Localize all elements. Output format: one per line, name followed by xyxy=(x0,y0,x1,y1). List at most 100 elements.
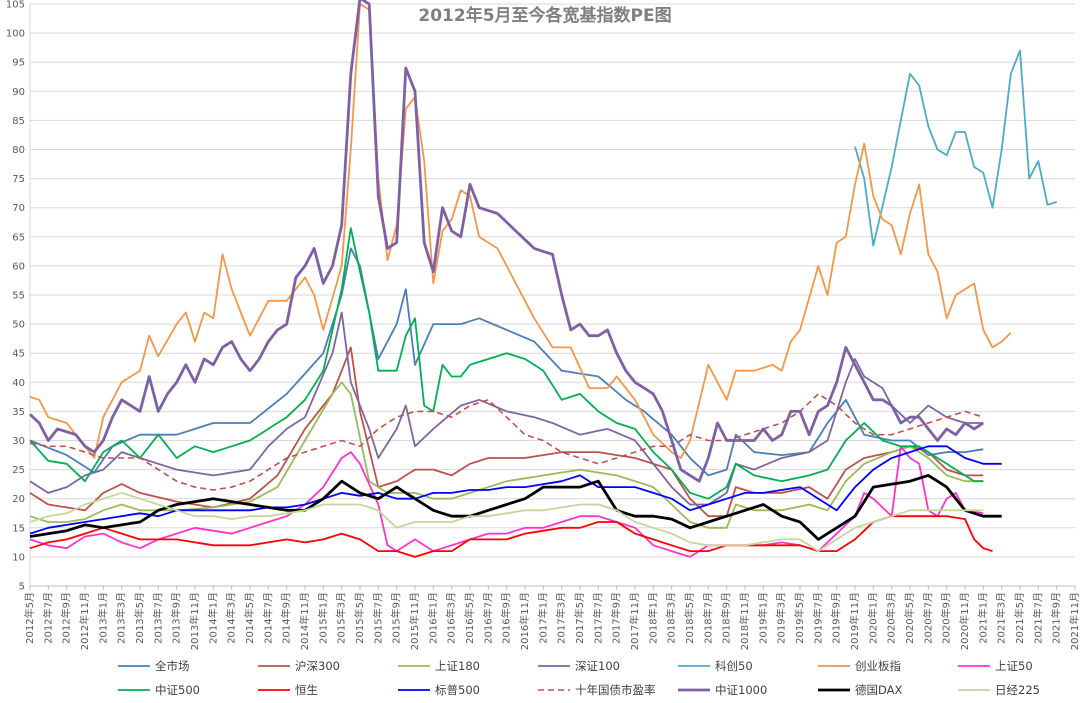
series-line-日经225 xyxy=(29,492,984,552)
x-tick-label: 2012年5月 xyxy=(23,592,36,644)
x-tick-label: 2014年3月 xyxy=(225,592,238,644)
legend-label: 上证50 xyxy=(995,659,1033,673)
y-tick-label: 35 xyxy=(12,407,25,418)
legend-label: 上证180 xyxy=(435,659,480,673)
y-tick-label: 95 xyxy=(12,58,25,69)
x-tick-label: 2019年9月 xyxy=(830,592,843,644)
x-tick-label: 2013年11月 xyxy=(188,592,201,650)
legend-item: 中证1000 xyxy=(678,683,767,697)
x-tick-label: 2015年5月 xyxy=(353,592,366,644)
series-line-中证1000 xyxy=(29,0,985,483)
x-tick-label: 2017年11月 xyxy=(628,592,641,650)
x-tick-label: 2018年11月 xyxy=(738,592,751,650)
x-tick-label: 2014年11月 xyxy=(298,592,311,650)
y-tick-label: 85 xyxy=(12,116,25,127)
y-tick-label: 40 xyxy=(12,378,25,389)
y-tick-label: 20 xyxy=(12,494,25,505)
x-tick-label: 2016年11月 xyxy=(518,592,531,650)
y-tick-label: 75 xyxy=(12,174,25,185)
legend-label: 标普500 xyxy=(435,683,480,697)
x-tick-label: 2017年5月 xyxy=(573,592,586,644)
x-tick-label: 2018年7月 xyxy=(701,592,714,644)
x-tick-label: 2017年3月 xyxy=(555,592,568,644)
series-line-上证180 xyxy=(29,381,984,529)
x-tick-label: 2020年9月 xyxy=(940,592,953,644)
series-line-科创50 xyxy=(854,49,1057,247)
legend-label: 中证1000 xyxy=(715,683,767,697)
x-tick-label: 2019年5月 xyxy=(793,592,806,644)
x-tick-label: 2021年5月 xyxy=(1013,592,1026,644)
x-tick-label: 2020年5月 xyxy=(903,592,916,644)
x-tick-label: 2013年9月 xyxy=(170,592,183,644)
x-tick-label: 2021年7月 xyxy=(1031,592,1044,644)
legend-label: 科创50 xyxy=(715,659,753,673)
x-tick-label: 2017年9月 xyxy=(610,592,623,644)
x-tick-label: 2019年11月 xyxy=(848,592,861,650)
legend-label: 中证500 xyxy=(155,683,200,697)
legend-item: 上证50 xyxy=(958,659,1033,673)
y-tick-label: 50 xyxy=(12,320,25,331)
legend: 全市场 沪深300 上证180 深证100 科创50 创业板指 上证50 中证500 恒生 标普5… xyxy=(118,659,1040,697)
x-tick-label: 2021年9月 xyxy=(1050,592,1063,644)
legend-item: 德国DAX xyxy=(818,683,903,697)
gridlines xyxy=(29,3,1075,587)
y-axis-ticks: 5 10 15 20 25 30 35 40 45 50 55 60 65 70 75 80 85 90 95 100… xyxy=(6,0,25,593)
x-tick-label: 2015年7月 xyxy=(371,592,384,644)
x-tick-label: 2016年9月 xyxy=(500,592,513,644)
series-line-上证50 xyxy=(29,445,984,558)
x-tick-label: 2015年11月 xyxy=(408,592,421,650)
series-line-标普500 xyxy=(29,445,1002,535)
legend-item: 沪深300 xyxy=(258,659,340,673)
x-tick-label: 2014年5月 xyxy=(243,592,256,644)
x-tick-label: 2021年11月 xyxy=(1068,592,1080,650)
x-tick-label: 2012年7月 xyxy=(41,592,54,644)
legend-item: 上证180 xyxy=(398,659,480,673)
legend-item: 中证500 xyxy=(118,683,200,697)
legend-item: 科创50 xyxy=(678,659,753,673)
x-tick-label: 2014年7月 xyxy=(261,592,274,644)
series-line-德国DAX xyxy=(29,474,1002,541)
y-tick-label: 10 xyxy=(12,552,25,563)
y-tick-label: 100 xyxy=(6,29,25,40)
x-tick-label: 2016年5月 xyxy=(463,592,476,644)
x-tick-label: 2015年9月 xyxy=(390,592,403,644)
y-tick-label: 5 xyxy=(19,582,25,593)
y-tick-label: 105 xyxy=(6,0,25,11)
legend-label: 全市场 xyxy=(155,659,190,673)
x-tick-label: 2017年1月 xyxy=(536,592,549,644)
y-tick-label: 70 xyxy=(12,203,25,214)
x-tick-label: 2016年1月 xyxy=(426,592,439,644)
y-tick-label: 80 xyxy=(12,145,25,156)
legend-label: 日经225 xyxy=(995,683,1040,697)
x-tick-label: 2013年5月 xyxy=(133,592,146,644)
series-line-深证100 xyxy=(29,311,984,506)
legend-item: 创业板指 xyxy=(818,659,901,673)
series-line-恒生 xyxy=(29,515,993,558)
y-tick-label: 60 xyxy=(12,261,25,272)
x-tick-label: 2019年1月 xyxy=(756,592,769,644)
legend-item: 恒生 xyxy=(258,683,318,697)
legend-item: 全市场 xyxy=(118,659,190,673)
series-line-十年国债市盈率 xyxy=(29,393,984,491)
x-tick-label: 2019年7月 xyxy=(811,592,824,644)
x-tick-label: 2020年7月 xyxy=(921,592,934,644)
x-tick-label: 2021年1月 xyxy=(976,592,989,644)
y-tick-label: 55 xyxy=(12,291,25,302)
x-tick-label: 2018年9月 xyxy=(720,592,733,644)
x-tick-label: 2020年1月 xyxy=(866,592,879,644)
x-tick-label: 2018年5月 xyxy=(683,592,696,644)
series-line-全市场 xyxy=(29,247,984,477)
x-tick-label: 2014年9月 xyxy=(280,592,293,644)
x-tick-label: 2012年9月 xyxy=(60,592,73,644)
y-tick-label: 65 xyxy=(12,232,25,243)
legend-label: 沪深300 xyxy=(295,659,340,673)
legend-item: 日经225 xyxy=(958,683,1040,697)
y-tick-label: 90 xyxy=(12,87,25,98)
y-tick-label: 30 xyxy=(12,436,25,447)
legend-item: 标普500 xyxy=(398,683,480,697)
x-tick-label: 2021年3月 xyxy=(995,592,1008,644)
series-lines xyxy=(29,0,1057,558)
legend-label: 创业板指 xyxy=(855,659,901,673)
